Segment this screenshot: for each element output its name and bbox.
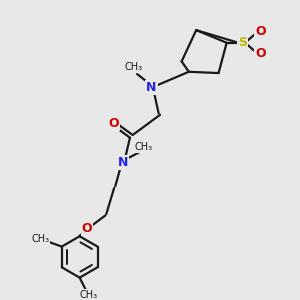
- Text: CH₃: CH₃: [135, 142, 153, 152]
- Text: O: O: [82, 222, 92, 235]
- Text: O: O: [255, 47, 266, 60]
- Text: N: N: [146, 81, 157, 94]
- Text: O: O: [108, 117, 119, 130]
- Text: S: S: [238, 36, 247, 49]
- Text: CH₃: CH₃: [31, 234, 49, 244]
- Text: CH₃: CH₃: [79, 290, 97, 300]
- Text: CH₃: CH₃: [124, 61, 143, 72]
- Text: N: N: [118, 156, 128, 169]
- Text: O: O: [255, 25, 266, 38]
